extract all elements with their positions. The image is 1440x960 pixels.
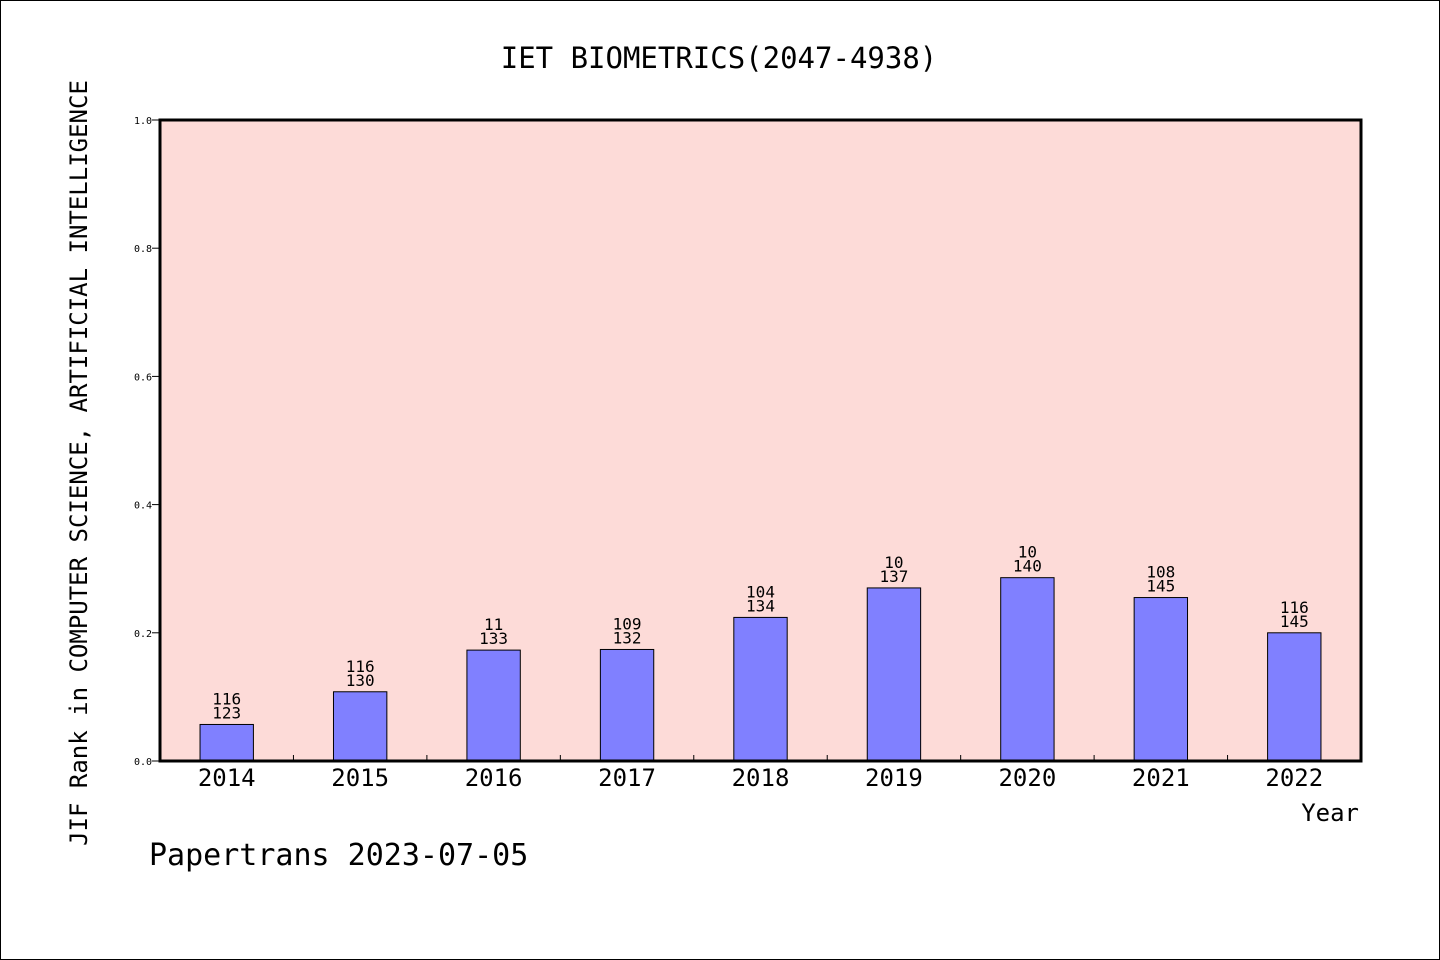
- y-tick-label: 0.0: [134, 757, 152, 768]
- bar-label-bottom: 130: [346, 671, 375, 690]
- bar-2022: [1267, 632, 1322, 762]
- bar-2021: [1133, 597, 1189, 762]
- bar-label-bottom: 137: [879, 567, 908, 586]
- bar-label-top: 10: [1018, 543, 1037, 562]
- y-tick-label: 0.4: [134, 501, 152, 512]
- bar-2018: [733, 616, 788, 762]
- bar-2015: [332, 691, 388, 762]
- y-tick-label: 0.2: [134, 629, 152, 640]
- bar-2019: [866, 587, 922, 762]
- x-axis-label: Year: [1301, 799, 1359, 827]
- bar-2016: [466, 649, 521, 762]
- x-tick-label: 2021: [1132, 764, 1190, 792]
- x-axis: 2014 2015 2016 2017 2018 2019 2020 2021 2022: [198, 755, 1323, 792]
- x-tick-label: 2014: [198, 764, 256, 792]
- footer-credit: Papertrans 2023-07-05: [149, 838, 528, 873]
- y-tick-label: 1.0: [134, 116, 152, 127]
- bar-label-top: 116: [346, 657, 375, 676]
- y-tick-label: 0.8: [134, 244, 152, 255]
- chart-title: IET BIOMETRICS(2047-4938): [501, 41, 938, 75]
- plot-border: [158, 118, 1363, 763]
- x-tick-label: 2018: [732, 764, 790, 792]
- y-tick-label: 0.6: [134, 372, 152, 383]
- x-tick-label: 2017: [598, 764, 656, 792]
- x-tick-label: 2015: [331, 764, 389, 792]
- y-axis: 0.0 0.2 0.4 0.6 0.8 1.0: [134, 116, 160, 768]
- bar-label-top: 104: [746, 582, 775, 601]
- bar-2017: [599, 648, 655, 762]
- bar-label-bottom: 123: [212, 703, 241, 722]
- bar-2020: [1000, 577, 1055, 762]
- bar-2014: [199, 723, 254, 762]
- bar-series: [199, 577, 1322, 762]
- bar-label-top: 10: [884, 553, 903, 572]
- x-tick-label: 2020: [998, 764, 1056, 792]
- x-tick-label: 2019: [865, 764, 923, 792]
- bar-label-bottom: 133: [479, 629, 508, 648]
- bar-label-bottom: 145: [1146, 577, 1175, 596]
- x-tick-label: 2022: [1265, 764, 1323, 792]
- y-axis-label: JIF Rank in COMPUTER SCIENCE, ARTIFICIAL…: [65, 80, 93, 846]
- bar-label-top: 109: [613, 614, 642, 633]
- bar-label-bottom: 140: [1013, 557, 1042, 576]
- bar-label-top: 11: [484, 615, 503, 634]
- bar-label-bottom: 145: [1280, 612, 1309, 631]
- bar-label-top: 116: [1280, 598, 1309, 617]
- x-tick-label: 2016: [465, 764, 523, 792]
- bar-label-top: 108: [1146, 563, 1175, 582]
- bar-label-bottom: 134: [746, 596, 775, 615]
- bar-label-bottom: 132: [613, 628, 642, 647]
- bar-label-top: 116: [212, 689, 241, 708]
